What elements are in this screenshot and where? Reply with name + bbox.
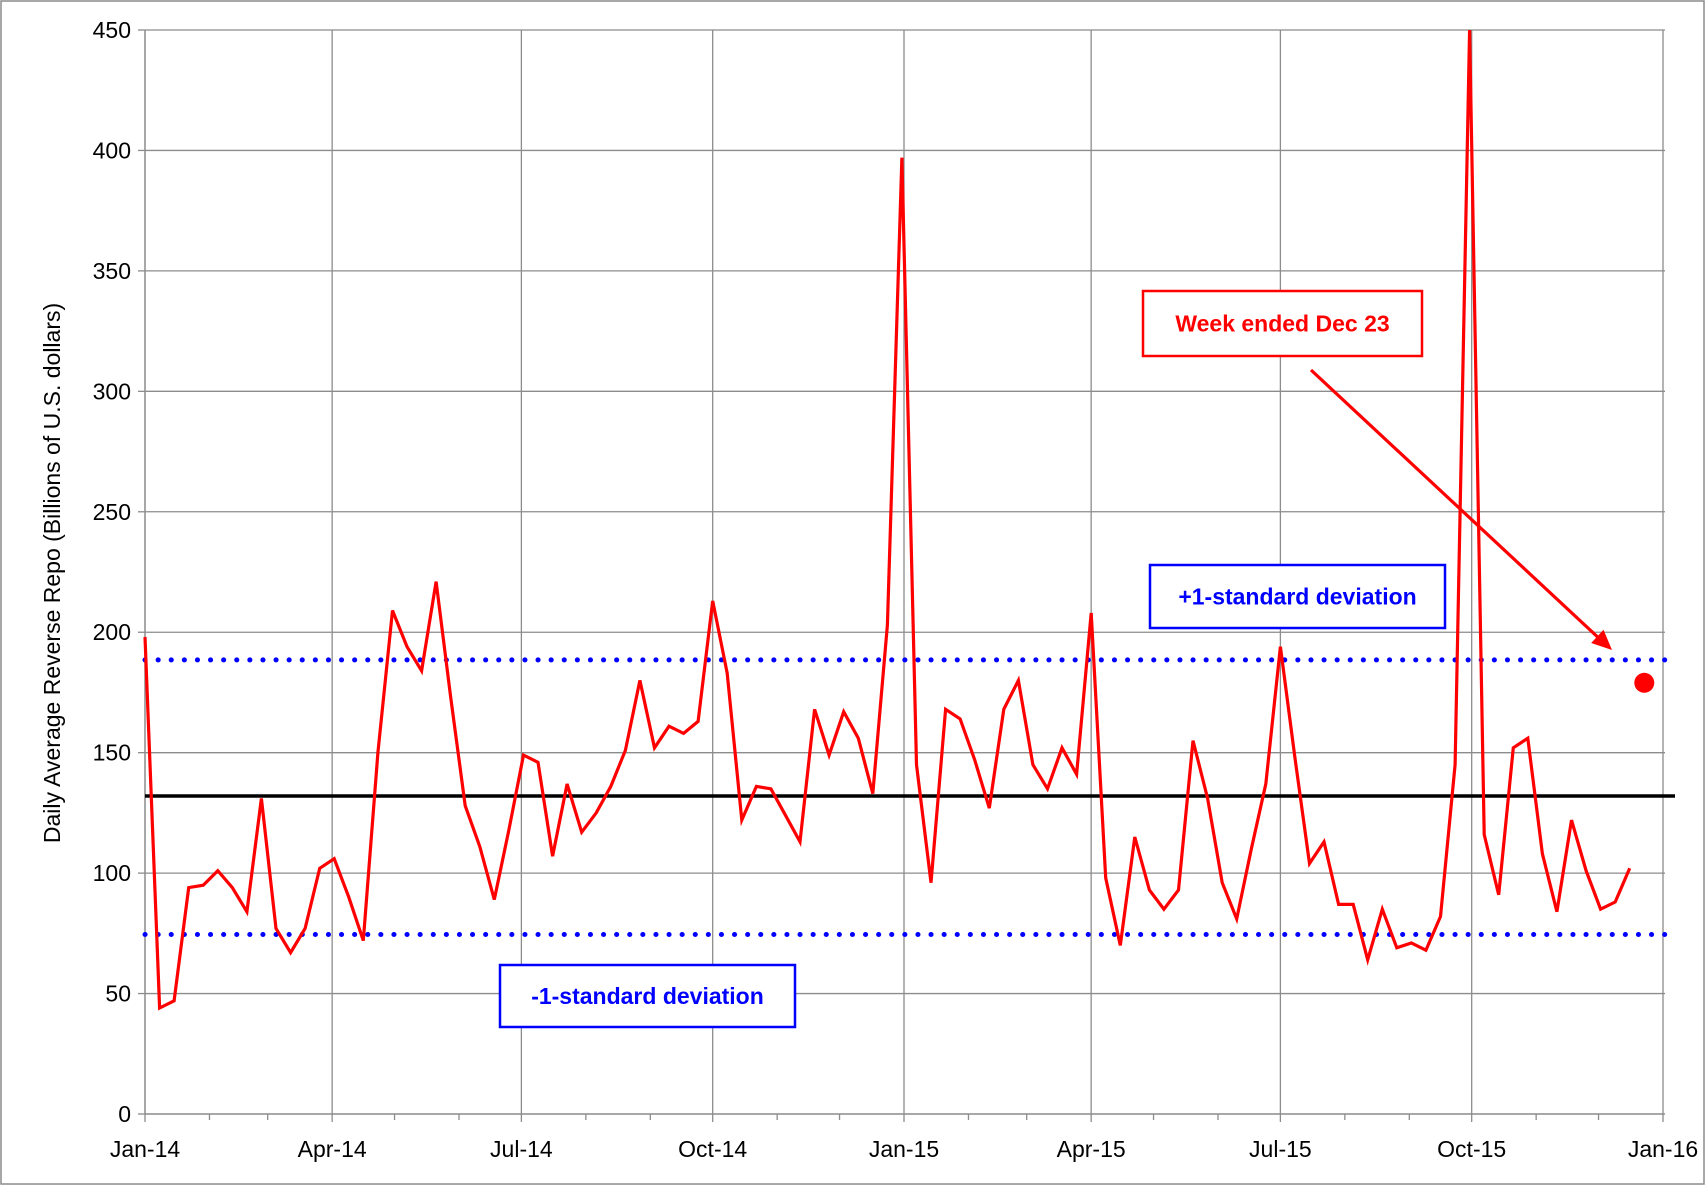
- plus-sd-label-box: [1148, 563, 1447, 630]
- y-tick-label: 100: [93, 860, 131, 886]
- plus-sd-label: +1-standard deviation: [1178, 584, 1416, 610]
- x-tick-label: Oct-15: [1437, 1136, 1506, 1162]
- x-tick-label: Jan-16: [1628, 1136, 1698, 1162]
- y-tick-label: 450: [93, 17, 131, 43]
- x-tick-label: Jul-15: [1249, 1136, 1312, 1162]
- x-tick-label: Apr-15: [1057, 1136, 1126, 1162]
- y-tick-label: 0: [118, 1101, 131, 1127]
- highlight-point: [1634, 672, 1655, 693]
- week-ended-label-box: [1141, 289, 1424, 358]
- x-tick-label: Apr-14: [298, 1136, 367, 1162]
- x-tick-label: Jan-15: [869, 1136, 939, 1162]
- annotation-arrow-head: [1591, 629, 1612, 650]
- x-tick-label: Jan-14: [110, 1136, 181, 1162]
- y-tick-label: 350: [93, 258, 131, 284]
- minus-sd-label-box: [498, 963, 797, 1029]
- minus-sd-label: -1-standard deviation: [531, 983, 764, 1009]
- y-axis-label: Daily Average Reverse Repo (Billions of …: [39, 303, 65, 843]
- series-line: [143, 29, 1632, 1011]
- y-tick-label: 50: [105, 981, 131, 1007]
- y-tick-label: 150: [93, 740, 131, 766]
- week-ended-label: Week ended Dec 23: [1175, 311, 1389, 337]
- y-tick-label: 250: [93, 499, 131, 525]
- annotation-arrow-line: [1309, 368, 1605, 644]
- x-tick-label: Jul-14: [490, 1136, 553, 1162]
- x-tick-label: Oct-14: [678, 1136, 747, 1162]
- y-tick-label: 200: [93, 619, 131, 645]
- y-tick-label: 400: [93, 137, 131, 163]
- y-tick-label: 300: [93, 378, 131, 404]
